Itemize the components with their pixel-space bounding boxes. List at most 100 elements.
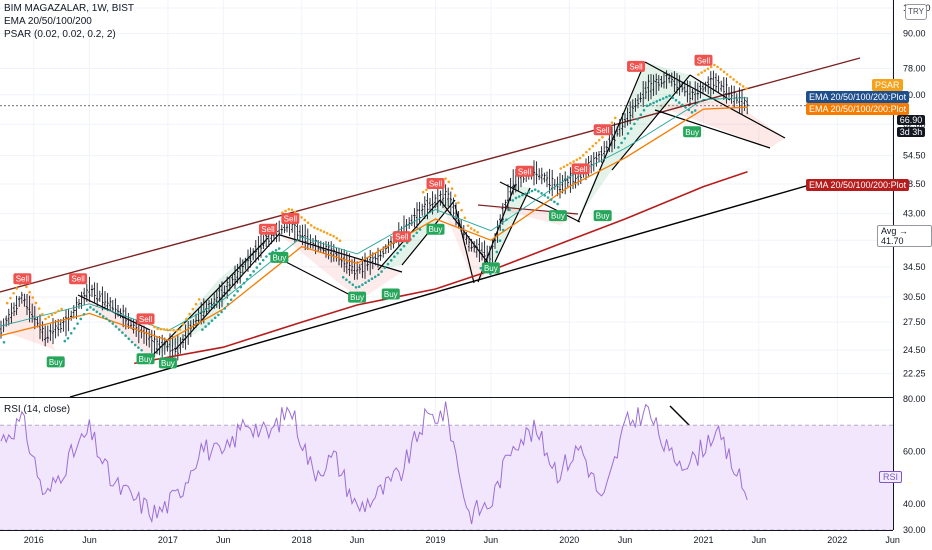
psar-dot	[233, 294, 236, 297]
signal-labels: Sell Buy Sell Sell Buy Buy Sell Sell Buy Sell Buy B…	[13, 54, 713, 369]
psar-dot	[309, 224, 313, 227]
psar-dot	[364, 281, 367, 284]
pattern-fill	[280, 235, 402, 300]
psar-dot	[290, 208, 294, 212]
y-tick-label: 43.00	[903, 208, 926, 218]
psar-dot	[165, 328, 169, 332]
psar-dot	[380, 270, 383, 273]
signal-label: Buy	[596, 212, 610, 221]
psar-dot	[274, 248, 278, 252]
psar-dot	[495, 250, 499, 254]
signal-badge	[683, 126, 702, 138]
psar-dot	[610, 121, 614, 124]
psar-dot	[514, 196, 518, 200]
psar-dot	[565, 163, 569, 167]
currency-badge[interactable]: TRY	[905, 4, 927, 20]
psar-dot	[306, 221, 310, 224]
signal-label: Sell	[284, 215, 298, 224]
x-tick-label: 2018	[292, 535, 312, 545]
psar-dot	[457, 201, 460, 205]
pattern-line	[577, 61, 646, 223]
main-legend: BIM MAGAZALAR, 1W, BIST EMA 20/50/100/20…	[4, 2, 134, 41]
psar-dot	[332, 234, 335, 238]
psar-dot	[620, 141, 623, 145]
psar-dot	[661, 97, 665, 100]
psar-dot	[649, 102, 652, 106]
psar-dot	[31, 296, 35, 299]
legend-psar[interactable]: PSAR (0.02, 0.02, 0.2, 2)	[4, 29, 116, 40]
signal-badge	[548, 210, 567, 222]
psar-dot	[652, 101, 655, 105]
signal-badge	[593, 210, 612, 222]
rsi-legend[interactable]: RSI (14, close)	[4, 404, 71, 415]
signal-label: Buy	[272, 253, 286, 262]
psar-dot	[533, 188, 537, 191]
x-tick-label: Jun	[350, 535, 365, 545]
psar-dot	[169, 328, 172, 332]
psar-dot	[517, 195, 521, 198]
psar-dot	[313, 226, 316, 229]
price-bars	[0, 70, 749, 361]
psar-dot	[463, 216, 467, 220]
legend-symbol[interactable]: BIM MAGAZALAR, 1W, BIST	[4, 3, 135, 14]
psar-dot	[245, 277, 249, 281]
psar-dot	[204, 325, 207, 328]
psar-dot	[581, 153, 585, 157]
signal-badge	[348, 291, 367, 303]
signal-badge	[69, 273, 88, 285]
psar-dot	[249, 273, 252, 277]
signal-badge	[13, 273, 32, 285]
psar-dot	[732, 78, 735, 81]
rsi-tick-label: 40.00	[903, 499, 926, 509]
psar-dot	[373, 275, 377, 279]
y-tick-label: 48.50	[903, 179, 926, 189]
psar-dot	[15, 287, 19, 290]
psar-dot	[716, 65, 719, 69]
psar-dot	[319, 229, 323, 232]
psar-dot	[25, 285, 28, 289]
psar-dot	[303, 218, 307, 222]
psar-dot	[706, 67, 710, 71]
lower-trend-line	[69, 181, 821, 398]
psar-dot	[738, 82, 742, 86]
psar-dot	[383, 266, 387, 270]
psar-dot	[642, 108, 646, 112]
x-tick-label: Jun	[752, 535, 767, 545]
psar-dot	[325, 231, 329, 235]
psar-dot	[47, 315, 51, 319]
psar-dot	[521, 193, 524, 197]
psar-dot	[633, 122, 636, 126]
psar-dot	[639, 113, 643, 117]
ema-orange-tag: EMA 20/50/100/200:Plot	[806, 103, 910, 115]
psar-dot	[210, 319, 214, 322]
psar-dot	[223, 307, 227, 310]
y-tick-label: 27.50	[903, 317, 926, 327]
psar-dot	[505, 218, 508, 222]
signal-label: Buy	[685, 128, 699, 137]
psar-dot	[121, 331, 124, 334]
psar-dot	[697, 73, 700, 76]
rsi-pane	[0, 401, 893, 531]
psar-dot	[191, 307, 195, 311]
x-tick-label: 2017	[158, 535, 178, 545]
psar-dot	[322, 230, 326, 234]
signal-label: Buy	[350, 293, 364, 302]
y-tick-label: 78.00	[903, 63, 926, 73]
psar-dot	[175, 329, 179, 332]
pattern-line	[644, 61, 786, 139]
x-tick-label: Jun	[618, 535, 633, 545]
pattern-fill	[655, 100, 785, 148]
signal-badge	[136, 353, 155, 365]
psar-dot	[412, 234, 415, 238]
pattern-fill	[578, 62, 690, 218]
psar-dot	[117, 328, 121, 331]
psar-dot	[377, 273, 380, 277]
psar-dot	[540, 192, 543, 195]
legend-ema[interactable]: EMA 20/50/100/200	[4, 16, 92, 27]
psar-dot	[527, 191, 531, 194]
psar-dot	[57, 309, 60, 313]
pattern-line	[654, 109, 771, 149]
signal-badge	[426, 178, 445, 190]
psar-dot	[575, 158, 579, 162]
